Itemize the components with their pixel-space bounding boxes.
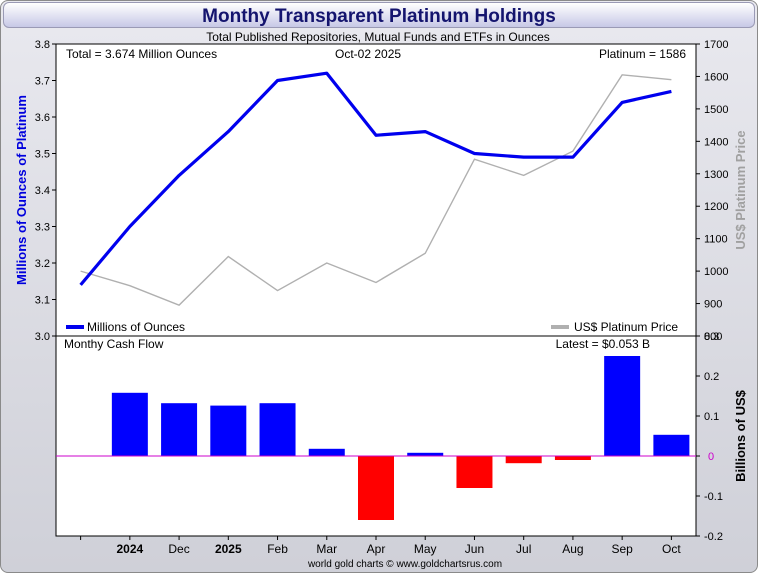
price-annotation: Platinum = 1586 bbox=[599, 47, 686, 61]
x-tick-label: Sep bbox=[611, 542, 633, 556]
cash-flow-bar bbox=[604, 356, 641, 456]
right-axis: 800 900 1000 1100 1200 1300 1400 1500 1600 1700 bbox=[696, 39, 728, 343]
right-tick-label: 800 bbox=[704, 331, 722, 343]
right-tick-label: 900 bbox=[704, 299, 722, 311]
cash-flow-bar bbox=[358, 456, 394, 520]
footer-credit: world gold charts © www.goldchartsrus.co… bbox=[307, 559, 502, 570]
left-tick-label: 3.3 bbox=[35, 222, 50, 234]
cash-flow-bar bbox=[111, 392, 148, 456]
left-tick-label: 3.6 bbox=[35, 112, 50, 124]
left-tick-label: 3.7 bbox=[35, 76, 50, 88]
x-tick-label: Mar bbox=[316, 542, 337, 556]
cash-flow-bar bbox=[505, 456, 542, 464]
x-tick-label: Apr bbox=[367, 542, 386, 556]
date-annotation: Oct-02 2025 bbox=[335, 47, 401, 61]
bar-tick-label: 0.1 bbox=[704, 411, 719, 423]
cash-flow-bar bbox=[259, 403, 296, 456]
bar-right-axis: -0.2 -0.1 0 0.1 0.2 0.3 bbox=[696, 331, 723, 543]
left-tick-label: 3.0 bbox=[35, 331, 50, 343]
right-tick-label: 1200 bbox=[704, 201, 728, 213]
cash-flow-bar bbox=[308, 448, 345, 456]
cash-flow-bar bbox=[161, 403, 198, 456]
right-tick-label: 1100 bbox=[704, 234, 728, 246]
right-tick-label: 1000 bbox=[704, 266, 728, 278]
cash-flow-bar bbox=[210, 405, 247, 456]
x-tick-label: May bbox=[414, 542, 437, 556]
right-tick-label: 1400 bbox=[704, 136, 728, 148]
x-tick-label: 2025 bbox=[215, 542, 242, 556]
price-legend-label: US$ Platinum Price bbox=[574, 320, 678, 334]
bar-tick-label: -0.2 bbox=[704, 531, 723, 543]
x-tick-label: Dec bbox=[168, 542, 189, 556]
bar-tick-label: 0.3 bbox=[704, 331, 719, 343]
cash-flow-bar bbox=[653, 434, 690, 456]
left-axis: 3.0 3.1 3.2 3.3 3.4 3.5 3.6 3.7 3.8 bbox=[35, 39, 56, 343]
title-bar: Monthy Transparent Platinum Holdings bbox=[3, 2, 755, 28]
left-axis-label: Millions of Ounces of Platinum bbox=[14, 95, 29, 285]
left-tick-label: 3.8 bbox=[35, 39, 50, 51]
x-tick-label: Jul bbox=[516, 542, 531, 556]
cashflow-label: Monthy Cash Flow bbox=[64, 337, 164, 351]
left-tick-label: 3.1 bbox=[35, 295, 50, 307]
cash-flow-bars bbox=[111, 356, 690, 520]
left-tick-label: 3.4 bbox=[35, 185, 50, 197]
right-tick-label: 1300 bbox=[704, 169, 728, 181]
x-tick-label: Aug bbox=[562, 542, 583, 556]
bar-tick-label: 0.2 bbox=[704, 371, 719, 383]
x-tick-label: Oct bbox=[662, 542, 681, 556]
right-tick-label: 1600 bbox=[704, 71, 728, 83]
x-axis: 2024 Dec 2025 Feb Mar Apr May Jun Jul Aug Sep Oct bbox=[80, 536, 681, 556]
chart-subtitle: Total Published Repositories, Mutual Fun… bbox=[206, 30, 550, 44]
bar-tick-label: -0.1 bbox=[704, 491, 723, 503]
top-plot-area bbox=[55, 43, 697, 337]
cash-flow-bar bbox=[554, 456, 591, 460]
chart-title: Monthy Transparent Platinum Holdings bbox=[202, 6, 556, 27]
right-tick-label: 1700 bbox=[704, 39, 728, 51]
bar-axis-label: Billions of US$ bbox=[733, 389, 748, 482]
right-tick-label: 1500 bbox=[704, 104, 728, 116]
cash-flow-bar bbox=[407, 452, 444, 456]
holdings-legend-label: Millions of Ounces bbox=[87, 320, 185, 334]
bar-tick-label: 0 bbox=[708, 451, 714, 463]
x-tick-label: Feb bbox=[267, 542, 288, 556]
left-tick-label: 3.5 bbox=[35, 149, 50, 161]
price-series-line bbox=[80, 74, 672, 306]
x-tick-label: Jun bbox=[465, 542, 484, 556]
x-tick-label: 2024 bbox=[116, 542, 143, 556]
holdings-series-line bbox=[79, 71, 672, 286]
cash-flow-bar bbox=[456, 456, 493, 488]
latest-annotation: Latest = $0.053 B bbox=[556, 337, 650, 351]
right-axis-label: US$ Platinum Price bbox=[733, 130, 748, 249]
total-annotation: Total = 3.674 Million Ounces bbox=[66, 47, 217, 61]
left-tick-label: 3.2 bbox=[35, 258, 50, 270]
